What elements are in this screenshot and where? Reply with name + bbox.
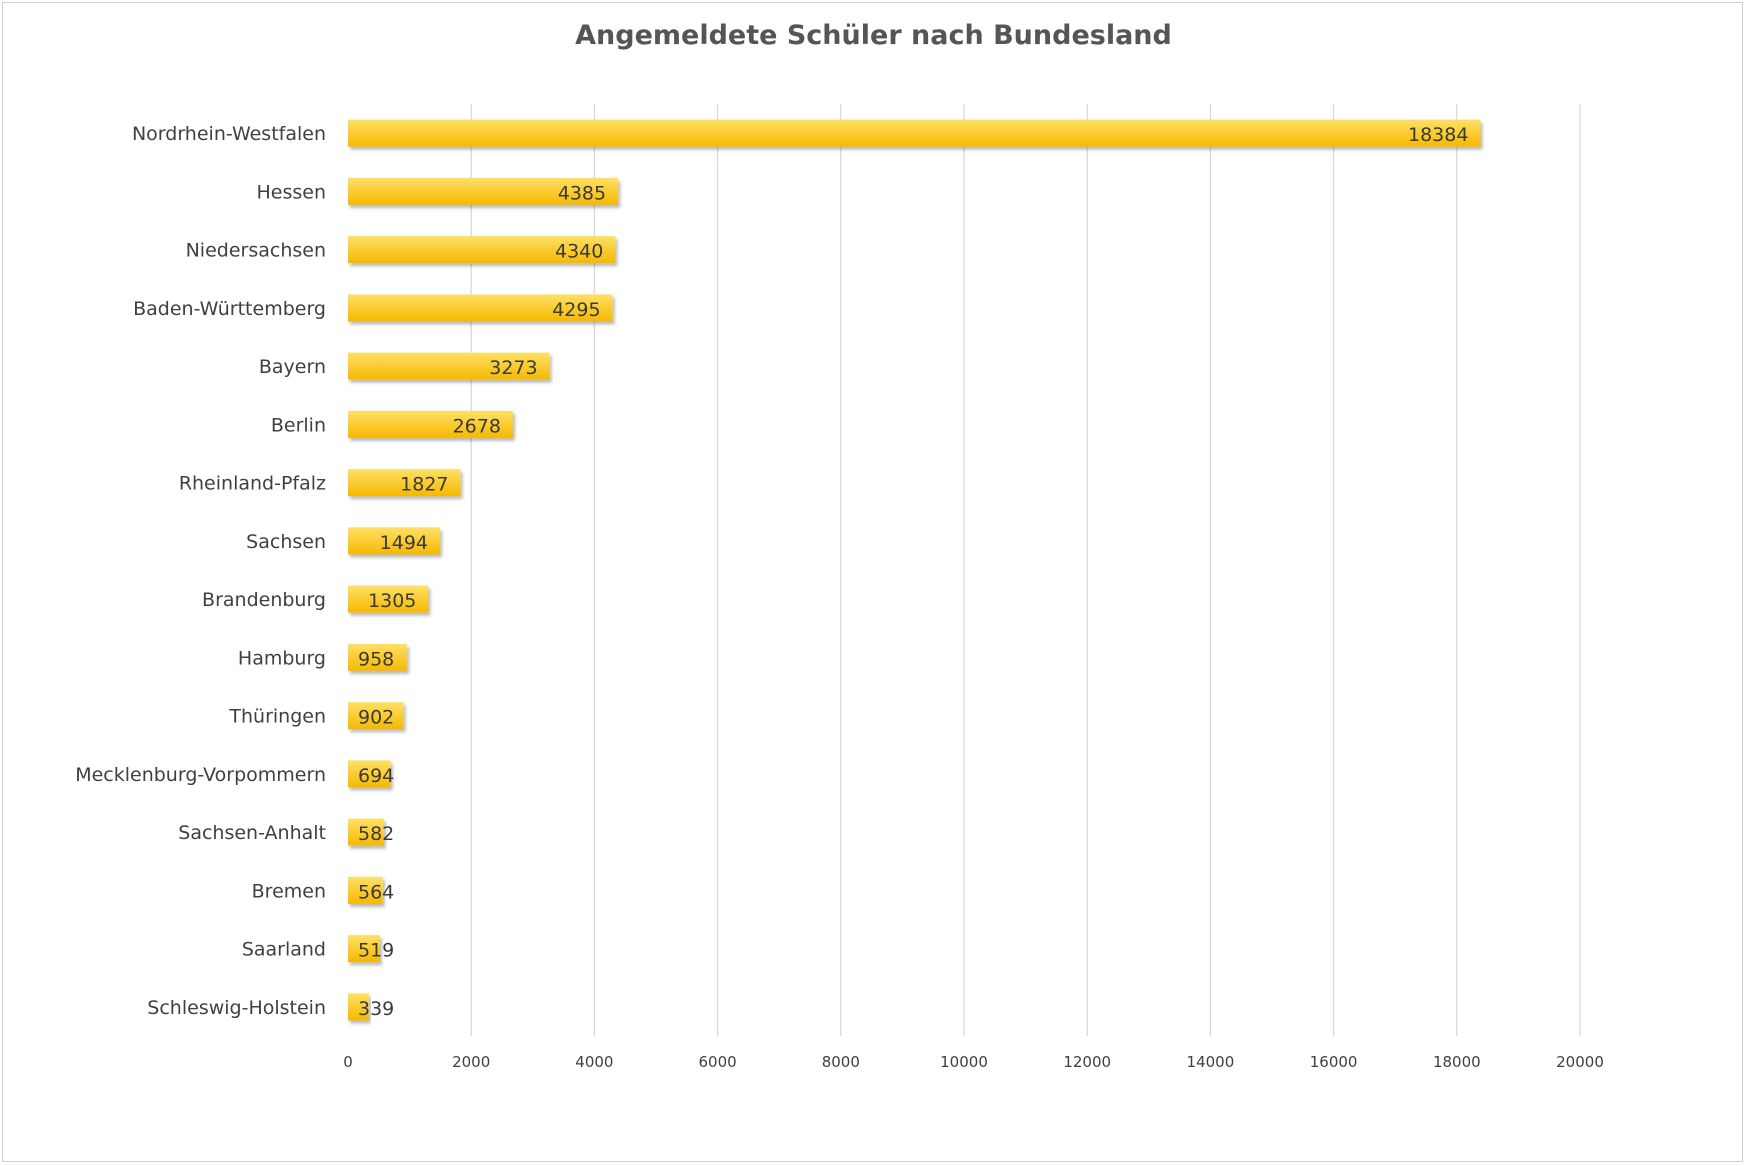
bar — [348, 236, 616, 264]
category-label: Berlin — [271, 414, 326, 436]
category-label: Sachsen-Anhalt — [178, 822, 326, 844]
category-label: Bayern — [259, 356, 326, 378]
x-tick-label: 14000 — [1187, 1053, 1235, 1071]
data-label: 4340 — [555, 241, 603, 263]
x-tick-label: 4000 — [575, 1053, 613, 1071]
data-label: 1305 — [368, 590, 416, 612]
x-tick-label: 12000 — [1063, 1053, 1111, 1071]
bar — [348, 410, 513, 438]
bar — [348, 469, 461, 497]
category-label: Brandenburg — [202, 589, 326, 611]
x-tick-label: 0 — [343, 1053, 353, 1071]
x-tick-label: 18000 — [1433, 1053, 1481, 1071]
x-tick-label: 16000 — [1310, 1053, 1358, 1071]
data-label: 582 — [358, 823, 394, 845]
x-tick-label: 8000 — [822, 1053, 860, 1071]
chart-title: Angemeldete Schüler nach Bundesland — [575, 20, 1172, 51]
category-label: Hamburg — [238, 647, 326, 669]
category-label: Rheinland-Pfalz — [179, 473, 326, 495]
bar — [348, 527, 441, 555]
bar — [348, 702, 404, 730]
category-label: Bremen — [252, 880, 326, 902]
gridlines — [470, 104, 1581, 1036]
data-label: 3273 — [489, 357, 537, 379]
category-label: Baden-Württemberg — [133, 298, 326, 320]
data-label: 4385 — [558, 182, 606, 204]
data-label: 4295 — [552, 299, 600, 321]
data-label: 2678 — [453, 415, 501, 437]
category-label: Schleswig-Holstein — [147, 997, 326, 1019]
data-label: 694 — [358, 765, 394, 787]
data-label: 18384 — [1408, 124, 1468, 146]
bar — [348, 643, 408, 671]
x-tick-label: 2000 — [452, 1053, 490, 1071]
x-tick-label: 6000 — [699, 1053, 737, 1071]
x-tick-label: 20000 — [1556, 1053, 1604, 1071]
category-label: Hessen — [256, 181, 326, 203]
bar — [348, 935, 380, 963]
bar — [348, 177, 619, 205]
data-label: 519 — [358, 940, 394, 962]
bar — [348, 760, 391, 788]
data-label: 564 — [358, 881, 394, 903]
data-label: 339 — [358, 998, 394, 1020]
bar — [348, 585, 429, 613]
bar — [348, 352, 550, 380]
data-label: 958 — [358, 648, 394, 670]
bar — [348, 818, 384, 846]
category-label: Mecklenburg-Vorpommern — [75, 764, 326, 786]
category-label: Saarland — [242, 939, 326, 961]
x-tick-label: 10000 — [940, 1053, 988, 1071]
labels: 0 2000 4000 6000 8000 10000 12000 14000 16000 180… — [75, 123, 1604, 1071]
category-label: Nordrhein-Westfalen — [132, 123, 326, 145]
bars — [348, 119, 1481, 1021]
data-label: 1827 — [400, 474, 448, 496]
category-label: Sachsen — [246, 531, 326, 553]
bar — [348, 294, 613, 322]
bar — [348, 993, 369, 1021]
data-label: 902 — [358, 707, 394, 729]
category-label: Niedersachsen — [186, 240, 326, 262]
bar — [348, 876, 383, 904]
bar — [348, 119, 1481, 147]
data-label: 1494 — [380, 532, 428, 554]
category-label: Thüringen — [228, 706, 326, 728]
